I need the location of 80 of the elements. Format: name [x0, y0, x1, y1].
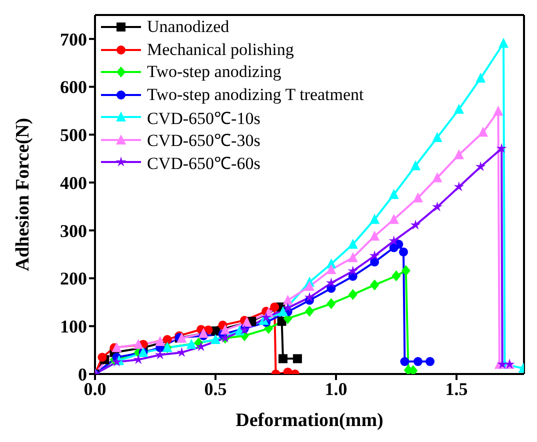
y-axis-title: Adhesion Force(N)	[12, 118, 34, 272]
point	[388, 189, 399, 199]
point	[278, 306, 288, 316]
point	[278, 354, 288, 364]
point	[370, 230, 380, 241]
point	[176, 332, 187, 343]
point	[305, 306, 314, 317]
point	[398, 247, 408, 256]
point	[410, 160, 421, 170]
legend-label: Mechanical polishing	[147, 40, 294, 60]
point	[348, 289, 358, 300]
point	[410, 220, 421, 230]
point	[162, 335, 172, 344]
y-tick-label: 300	[60, 220, 87, 241]
point	[348, 252, 358, 262]
point	[210, 334, 221, 344]
point	[401, 265, 410, 276]
point	[234, 325, 245, 336]
point	[392, 270, 401, 282]
point	[348, 238, 358, 249]
point	[476, 72, 486, 83]
point	[432, 201, 442, 212]
point	[412, 192, 423, 202]
point	[304, 280, 314, 291]
x-axis-title: Deformation(mm)	[236, 410, 384, 431]
point	[413, 357, 422, 366]
legend-label: CVD-650℃-60s	[147, 152, 260, 174]
point	[292, 354, 302, 364]
point	[348, 266, 358, 276]
point	[111, 356, 122, 366]
y-tick-label: 400	[60, 172, 87, 193]
point	[282, 302, 294, 312]
x-tick-label: 1.0	[324, 378, 348, 399]
point	[112, 342, 122, 352]
point	[326, 298, 336, 310]
point	[454, 149, 464, 160]
y-tick-label: 0	[78, 364, 87, 384]
point	[282, 294, 293, 305]
point	[198, 328, 208, 338]
legend-label: CVD-650℃-30s	[147, 130, 260, 152]
legend-label: Two-step anodizing T treatment	[147, 84, 364, 105]
point	[432, 172, 442, 182]
y-tick-label: 200	[60, 268, 87, 289]
point	[370, 279, 380, 290]
y-tick-label: 600	[60, 77, 87, 98]
y-tick-label: 500	[60, 125, 87, 146]
point	[475, 161, 486, 172]
point	[498, 38, 509, 48]
point	[326, 278, 336, 288]
x-tick-label: 0.5	[204, 378, 227, 399]
point	[220, 324, 230, 334]
point	[186, 338, 196, 349]
point	[370, 257, 380, 266]
point	[304, 292, 315, 302]
point	[270, 302, 280, 312]
y-tick-label: 100	[60, 316, 87, 337]
point	[454, 181, 464, 192]
point	[155, 336, 166, 346]
point	[369, 250, 380, 260]
point	[370, 214, 380, 224]
point	[496, 143, 507, 153]
point	[426, 357, 435, 366]
x-tick-label: 1.5	[445, 378, 468, 399]
point	[154, 349, 166, 360]
point	[388, 235, 400, 246]
point	[260, 312, 272, 322]
point	[432, 132, 442, 142]
point	[98, 352, 107, 362]
y-tick-label: 700	[60, 29, 87, 50]
point	[133, 338, 144, 349]
point	[242, 316, 252, 327]
point	[326, 264, 336, 274]
legend-label: Two-step anodizing	[147, 62, 282, 82]
point	[493, 106, 504, 116]
point	[388, 214, 399, 224]
point	[400, 357, 410, 366]
point	[454, 104, 464, 114]
point	[478, 126, 488, 137]
legend-label: Unanodized	[147, 17, 230, 38]
legend-label: CVD-650℃-10s	[147, 108, 260, 129]
